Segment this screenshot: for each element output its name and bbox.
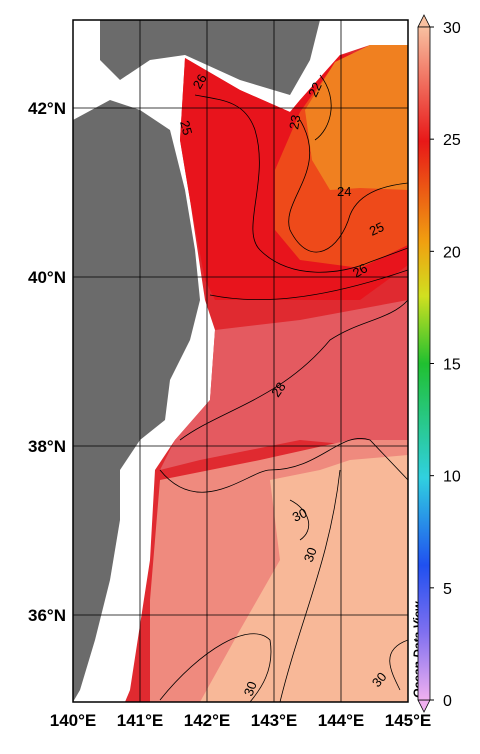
lat-label: 40°N — [28, 268, 66, 287]
lon-label: 145°E — [385, 711, 432, 730]
colorbar-top-arrow — [417, 14, 431, 28]
lon-label: 143°E — [251, 711, 298, 730]
contour-label: 30 — [290, 505, 309, 525]
colorbar-label: 20 — [443, 244, 461, 261]
contour-label: 24 — [337, 184, 351, 199]
field-pink — [160, 300, 408, 470]
lon-label: 140°E — [50, 711, 97, 730]
lon-label: 142°E — [184, 711, 231, 730]
land-hokkaido — [100, 20, 320, 95]
contour-label: 28 — [268, 379, 289, 399]
contour-labels: 26 25 22 23 24 25 26 28 30 30 30 30 — [177, 71, 389, 698]
colorbar-label: 15 — [443, 357, 461, 374]
field-orange — [305, 45, 408, 190]
contour-label: 25 — [367, 219, 386, 239]
contours — [159, 74, 408, 702]
field-peach — [200, 455, 408, 702]
lat-label: 42°N — [28, 99, 66, 118]
colorbar-label: 5 — [443, 581, 452, 598]
contour-label: 30 — [301, 545, 320, 564]
colorbar-scale — [417, 26, 431, 701]
map-frame — [72, 19, 409, 703]
contour-label: 25 — [177, 119, 195, 137]
map-area — [73, 20, 408, 702]
contour-label: 26 — [190, 71, 210, 91]
colorbar-label: 25 — [443, 132, 461, 149]
colorbar-label: 30 — [443, 20, 461, 37]
contour-label: 22 — [305, 80, 325, 99]
colorbar-label: 0 — [443, 693, 452, 710]
colorbar: 0 5 10 15 20 25 30 — [417, 14, 461, 713]
lat-label: 38°N — [28, 437, 66, 456]
lon-label: 141°E — [117, 711, 164, 730]
colorbar-label: 10 — [443, 469, 461, 486]
land-honshu — [73, 100, 200, 702]
contour-label: 23 — [286, 114, 303, 131]
contour-label: 30 — [241, 679, 260, 698]
lon-label: 144°E — [318, 711, 365, 730]
contour-label: 26 — [350, 260, 370, 280]
lat-label: 36°N — [28, 606, 66, 625]
